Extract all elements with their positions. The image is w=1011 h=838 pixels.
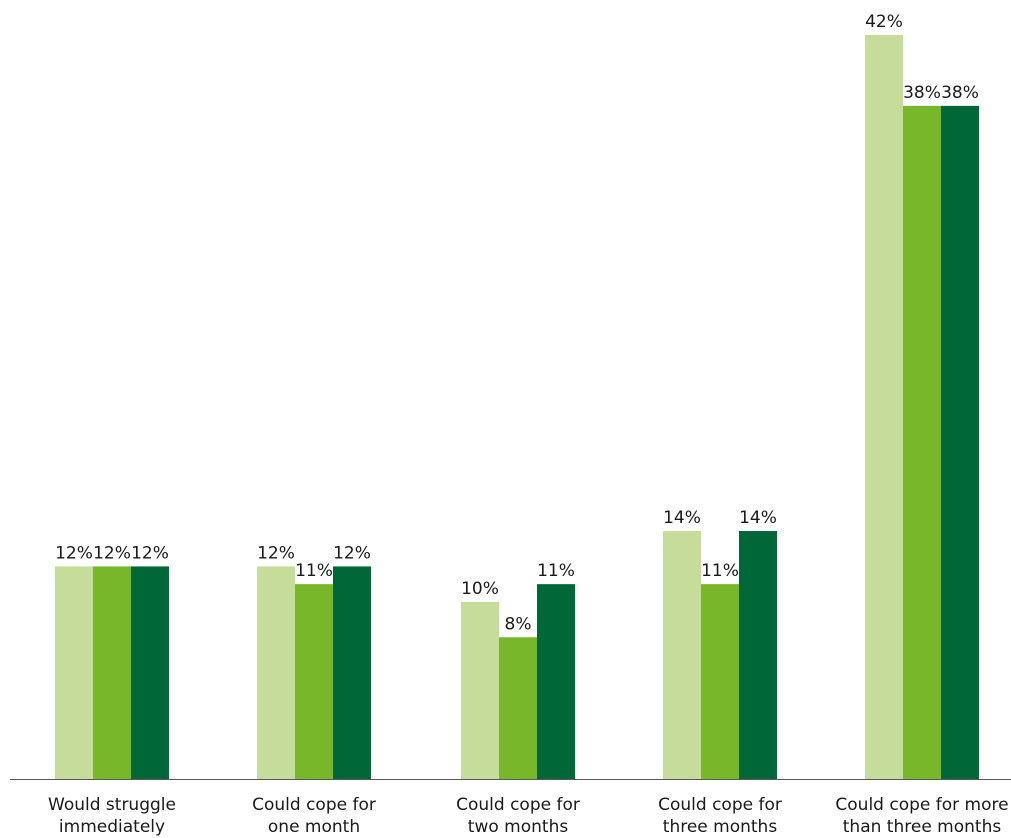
data-label-series1-cat2: 12% (257, 543, 295, 563)
category-label-4: Could cope for three months (658, 795, 782, 837)
category-label-5-line-2: than three months (843, 817, 1002, 837)
category-label-2: Could cope for one month (252, 795, 376, 837)
data-label-series3-cat5: 38% (941, 83, 979, 103)
bar-series3-cat5 (941, 105, 979, 780)
data-label-series2-cat5: 38% (903, 83, 941, 103)
data-label-series1-cat4: 14% (663, 508, 701, 528)
bar-series3-cat1 (131, 566, 169, 779)
bar-series1-cat3 (461, 601, 499, 779)
bar-series2-cat4 (701, 584, 739, 779)
category-label-1-line-1: Would struggle (48, 795, 176, 815)
data-label-series3-cat2: 12% (333, 543, 371, 563)
data-label-series1-cat1: 12% (55, 543, 93, 563)
bar-series1-cat2 (257, 566, 295, 779)
category-label-3-line-2: two months (468, 817, 569, 837)
category-label-5-line-1: Could cope for more (835, 795, 1008, 815)
data-label-series3-cat4: 14% (739, 508, 777, 528)
data-label-series3-cat1: 12% (131, 543, 169, 563)
category-label-3: Could cope for two months (456, 795, 580, 837)
data-label-series2-cat3: 8% (505, 614, 532, 634)
data-label-series2-cat2: 11% (295, 561, 333, 581)
category-label-4-line-1: Could cope for (658, 795, 782, 815)
category-label-5: Could cope for more than three months (835, 795, 1008, 837)
bar-series2-cat5 (903, 105, 941, 780)
data-label-series2-cat1: 12% (93, 543, 131, 563)
bars-group (55, 35, 979, 780)
data-label-series1-cat3: 10% (461, 579, 499, 599)
category-label-2-line-1: Could cope for (252, 795, 376, 815)
data-label-series3-cat3: 11% (537, 561, 575, 581)
data-label-series1-cat5: 42% (865, 12, 903, 32)
category-label-1-line-2: immediately (59, 817, 165, 837)
category-label-4-line-2: three months (663, 817, 778, 837)
category-label-3-line-1: Could cope for (456, 795, 580, 815)
bar-series1-cat4 (663, 531, 701, 779)
bar-series3-cat4 (739, 531, 777, 779)
bar-series3-cat2 (333, 566, 371, 779)
bar-series1-cat1 (55, 566, 93, 779)
bar-series2-cat3 (499, 637, 537, 779)
bar-series1-cat5 (865, 35, 903, 779)
category-label-2-line-2: one month (268, 817, 360, 837)
bar-series2-cat2 (295, 584, 333, 779)
bar-series3-cat3 (537, 584, 575, 779)
data-label-series2-cat4: 11% (701, 561, 739, 581)
bar-series2-cat1 (93, 566, 131, 779)
category-label-1: Would struggle immediately (48, 795, 176, 837)
value-labels-group: 12% 12%10%14%42%12%11%8%11%38%12% 12%11%14… (55, 12, 979, 634)
